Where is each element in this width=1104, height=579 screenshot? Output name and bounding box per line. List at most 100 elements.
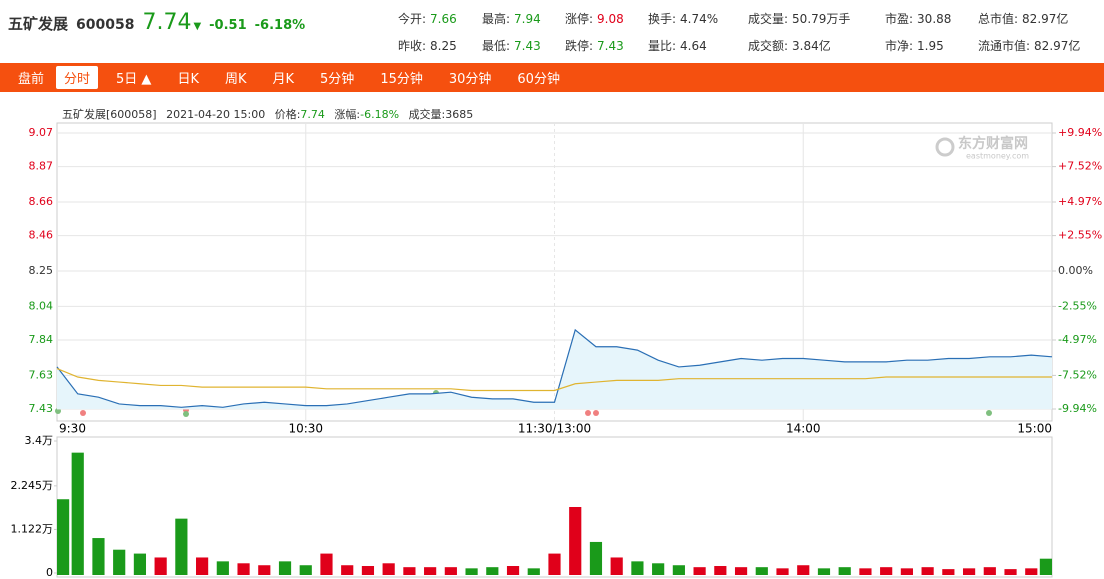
stat-value: 4.64 [680, 39, 707, 53]
x-tick-label: 9:30 [59, 422, 86, 436]
stat: 成交额: 3.84亿 [748, 37, 831, 54]
volume-bar [278, 561, 292, 575]
volume-bar [71, 452, 84, 575]
volume-bar [154, 557, 167, 575]
y-tick-label: 8.04 [29, 299, 54, 312]
volume-bar [113, 549, 126, 575]
watermark-title: 东方财富网 [958, 135, 1028, 152]
info-volume-label: 成交量: [408, 108, 446, 121]
price-area [57, 329, 1052, 409]
tab[interactable]: 日K [177, 72, 199, 87]
stat: 跌停: 7.43 [565, 37, 624, 54]
watermark-logo [935, 137, 955, 157]
y-tick-label: 7.63 [29, 368, 54, 381]
stat-label: 最低: [482, 39, 511, 53]
info-name: 五矿发展[600058] [62, 108, 157, 121]
info-change-label: 涨幅: [334, 108, 361, 121]
stat-label: 今开: [398, 12, 427, 26]
stat: 昨收: 8.25 [398, 37, 457, 54]
price-change: -0.51 [209, 18, 247, 33]
volume-bar [57, 499, 70, 575]
y-tick-label: 8.46 [29, 229, 54, 242]
tab[interactable]: 5分钟 [320, 72, 355, 87]
volume-bar [859, 568, 872, 575]
volume-bar [797, 565, 810, 575]
info-time: 2021-04-20 15:00 [166, 108, 266, 121]
volume-bar [1039, 558, 1052, 575]
tab-bar: 盘前 分时 5日 ▲ 日K 周K 月K 5分钟 15分钟 30分钟 60分钟 [0, 63, 1104, 92]
volume-tick-label: 0 [46, 566, 53, 579]
event-marker [183, 411, 189, 417]
stat-value: 82.97亿 [1022, 12, 1069, 26]
tab[interactable]: 周K [224, 72, 247, 87]
stat: 成交量: 50.79万手 [748, 10, 850, 27]
volume-bar [237, 563, 250, 575]
stat: 市净: 1.95 [885, 37, 944, 54]
volume-bar [258, 565, 271, 575]
stat: 今开: 7.66 [398, 10, 457, 27]
y-tick-label: 7.43 [29, 402, 54, 415]
y2-tick-label: -2.55% [1058, 299, 1097, 312]
volume-bar [693, 567, 706, 575]
y2-tick-label: +9.94% [1058, 126, 1102, 139]
stat-value: 1.95 [917, 39, 944, 53]
stat-label: 总市值: [978, 12, 1019, 26]
stock-name: 五矿发展 [8, 15, 69, 33]
volume-bar [92, 538, 105, 575]
tab[interactable]: 月K [272, 72, 295, 87]
volume-bar [942, 569, 955, 575]
volume-bar [465, 568, 478, 575]
stock-code: 600058 [76, 17, 135, 33]
volume-bar [1025, 568, 1038, 575]
volume-bar [610, 557, 623, 575]
volume-bar [548, 553, 561, 575]
volume-bar [299, 565, 312, 575]
volume-bar [320, 553, 333, 575]
chart-info: 五矿发展[600058] 2021-04-20 15:00 价格:7.74 涨幅… [62, 106, 479, 122]
event-marker [80, 410, 86, 416]
stock-header: 五矿发展 600058 7.74 ▼ -0.51 -6.18% [8, 10, 305, 44]
tab[interactable]: 盘前 [18, 72, 45, 87]
volume-bar [962, 568, 976, 575]
watermark-url: eastmoney.com [966, 152, 1029, 161]
stat-value: 8.25 [430, 39, 457, 53]
y2-tick-label: -4.97% [1058, 333, 1097, 346]
volume-bar [569, 507, 582, 575]
volume-bar [589, 541, 603, 575]
tab[interactable]: 60分钟 [517, 72, 560, 87]
volume-bar [734, 567, 748, 575]
stat-value: 9.08 [597, 12, 624, 26]
tab[interactable]: 15分钟 [380, 72, 423, 87]
stat: 最低: 7.43 [482, 37, 541, 54]
stat: 市盈: 30.88 [885, 10, 951, 27]
event-marker [986, 410, 992, 416]
volume-bar [527, 568, 540, 575]
volume-bar [817, 568, 831, 575]
avg-line [56, 368, 1052, 392]
tab[interactable]: 30分钟 [448, 72, 492, 87]
stat-label: 流通市值: [978, 39, 1031, 53]
volume-tick-label: 3.4万 [25, 434, 54, 447]
stat-value: 50.79万手 [792, 12, 851, 26]
stat-value: 7.94 [514, 12, 541, 26]
volume-bar [1004, 569, 1017, 575]
price-line [56, 328, 1053, 408]
volume-bar [506, 566, 520, 575]
stat-label: 市净: [885, 39, 914, 53]
y-tick-label: 7.84 [29, 333, 54, 346]
y-tick-label: 8.66 [29, 195, 54, 208]
volume-bar [133, 553, 147, 575]
volume-tick-label: 1.122万 [11, 522, 54, 535]
volume-bar [382, 563, 395, 575]
x-tick-label: 14:00 [786, 422, 821, 436]
tab[interactable]: 分时 [56, 66, 99, 89]
stat: 量比: 4.64 [648, 37, 707, 54]
volume-tick-label: 2.245万 [11, 479, 54, 492]
volume-bar [196, 557, 209, 575]
volume-bar [216, 561, 229, 575]
stat-value: 30.88 [917, 12, 952, 26]
stat-label: 最高: [482, 12, 511, 26]
tab[interactable]: 5日 ▲ [116, 72, 152, 87]
y2-tick-label: -7.52% [1058, 368, 1097, 381]
volume-bar [880, 567, 893, 575]
